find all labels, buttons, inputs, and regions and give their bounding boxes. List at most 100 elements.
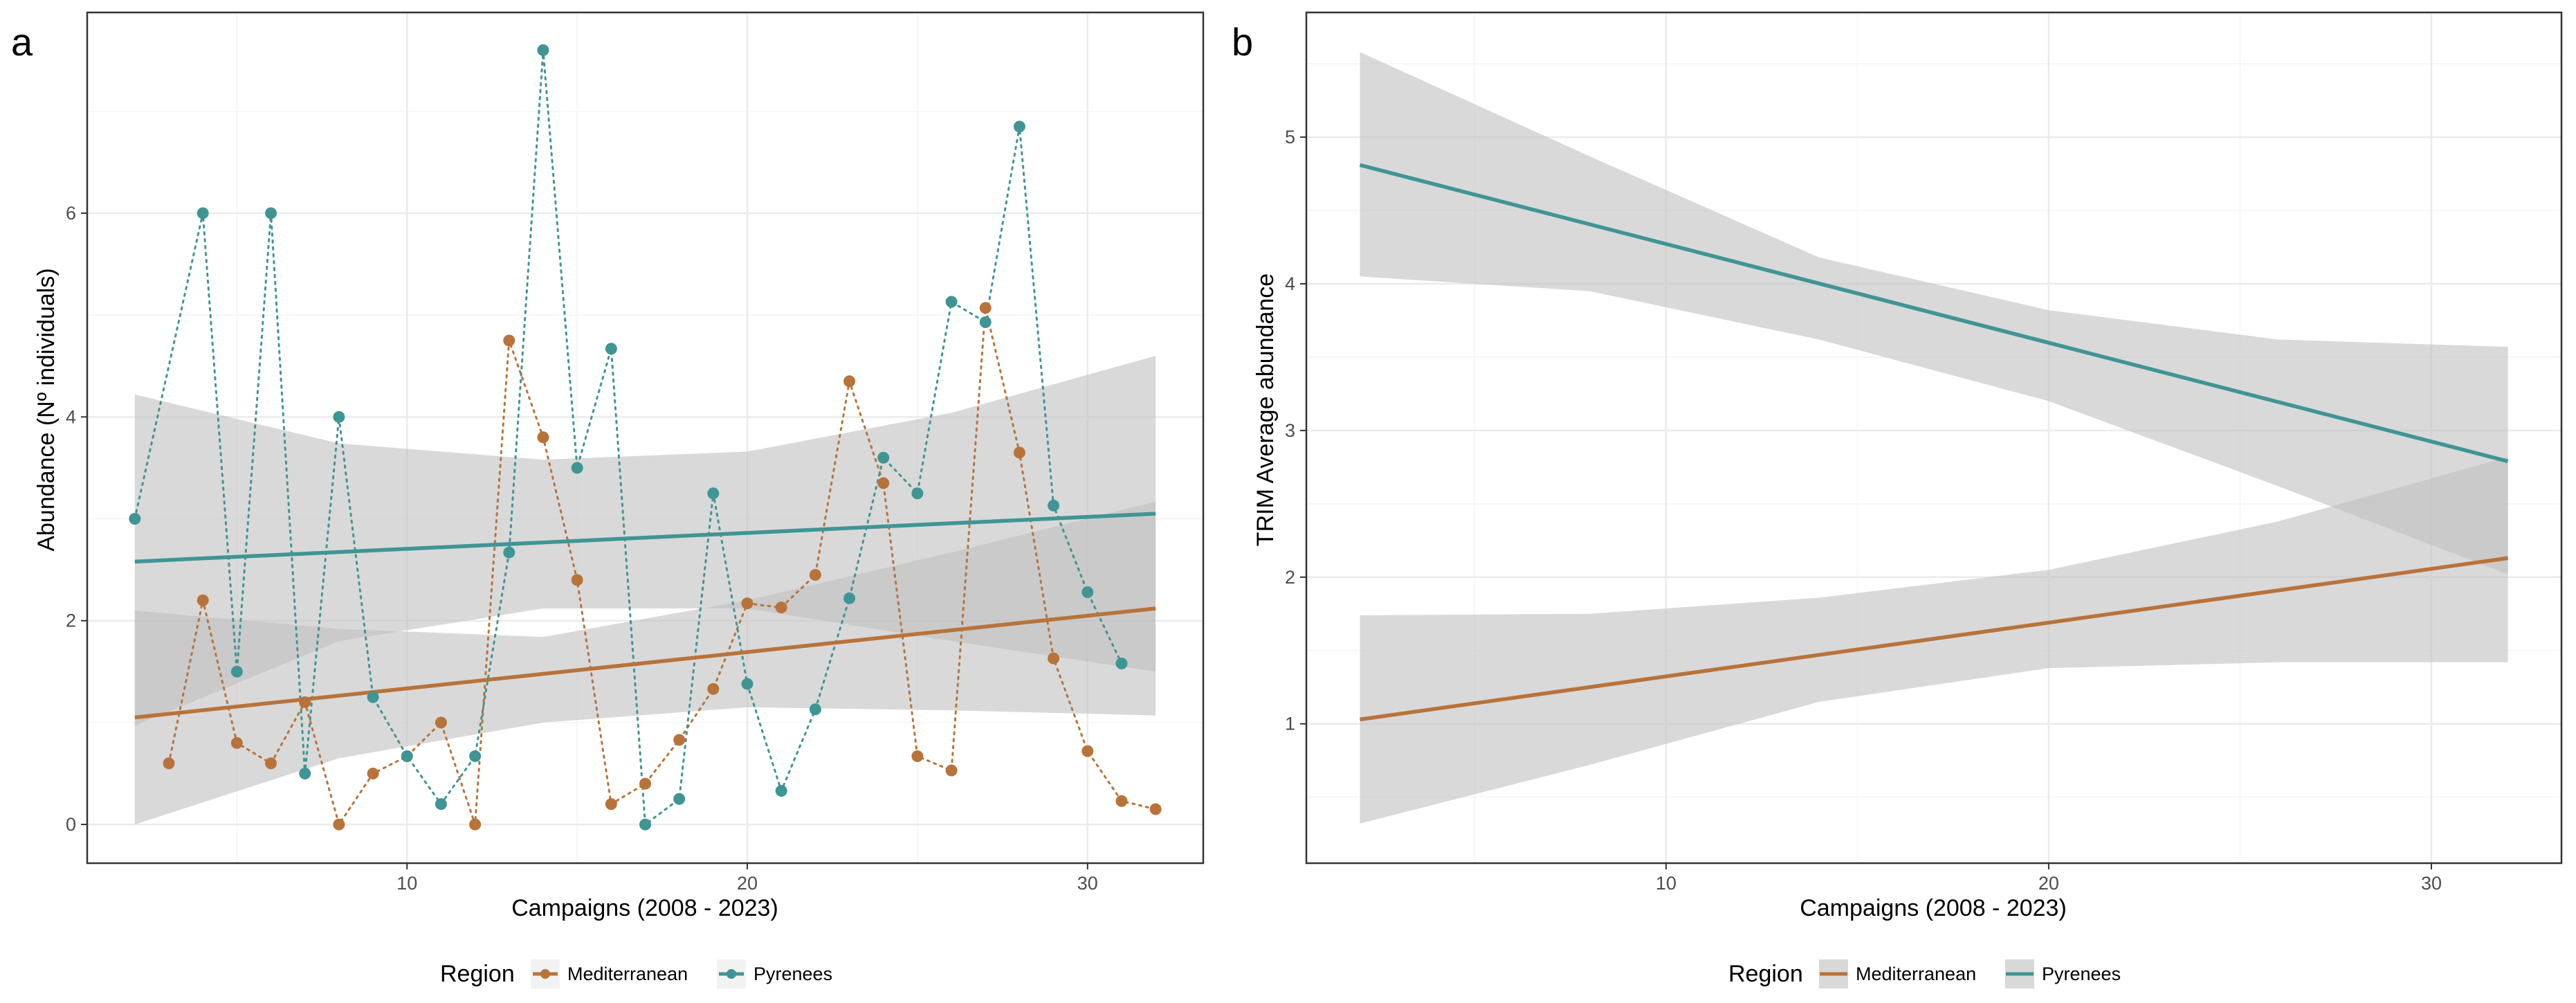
data-point-mediterranean [163,757,175,770]
data-point-pyrenees [401,750,413,762]
panel-b-label: b [1232,20,1253,64]
data-point-pyrenees [911,487,924,500]
data-point-mediterranean [1013,446,1025,459]
data-point-mediterranean [265,757,277,770]
data-point-mediterranean [197,594,209,606]
data-point-pyrenees [945,296,958,308]
legend-label-mediterranean: Mediterranean [567,964,688,984]
series-line-mediterranean [167,307,1157,827]
legend-label-pyrenees: Pyrenees [753,964,832,984]
data-point-mediterranean [911,750,924,762]
data-point-mediterranean [469,818,482,831]
panel-a-y-axis-title: Abundance (Nº individuals) [33,268,60,551]
panel-b-y-axis-title: TRIM Average abundance [1252,273,1279,546]
data-point-mediterranean [333,818,345,831]
data-point-pyrenees [775,784,787,797]
data-point-pyrenees [639,818,651,831]
panel-a-y-tick-label: 4 [66,406,76,427]
data-point-pyrenees [979,316,992,328]
legend-label-mediterranean: Mediterranean [1856,964,1976,984]
data-point-pyrenees [265,207,277,219]
data-point-pyrenees [1115,658,1128,670]
data-point-mediterranean [843,375,856,388]
legend-label-pyrenees: Pyrenees [2042,964,2121,984]
panel-b-x-tick-label: 30 [2421,873,2442,894]
data-point-pyrenees [809,703,821,716]
data-point-mediterranean [775,602,787,614]
data-point-pyrenees [333,410,345,423]
panel-b: b 10 20 30 1 2 3 4 5 Campaigns (2008 - 2023) TR… [1232,11,2563,988]
data-point-mediterranean [1115,795,1128,807]
data-point-pyrenees [367,691,379,703]
data-point-pyrenees [877,451,890,464]
panel-b-x-tick-label: 20 [2038,873,2059,894]
data-point-mediterranean [639,777,651,790]
panel-b-legend-title: Region [1728,961,1803,987]
data-point-mediterranean [1048,652,1060,665]
panel-b-y-tick-label: 4 [1285,273,1295,294]
data-point-mediterranean [741,597,753,610]
panel-a-y-tick-label: 6 [66,203,76,224]
data-point-mediterranean [809,568,821,581]
data-point-mediterranean [299,696,311,708]
panel-a-y-tick-label: 0 [66,814,76,835]
data-point-mediterranean [537,431,549,444]
panel-b-y-tick-label: 3 [1285,420,1295,441]
data-point-pyrenees [673,793,686,805]
data-point-mediterranean [367,767,379,779]
data-point-pyrenees [843,592,856,604]
panel-a-x-tick-label: 20 [737,873,758,894]
panel-a-x-tick-label: 30 [1077,873,1098,894]
data-point-mediterranean [435,716,447,729]
data-point-pyrenees [605,343,617,355]
data-point-pyrenees [503,546,515,559]
panel-a-legend-title: Region [440,961,515,987]
data-point-mediterranean [877,477,890,489]
panel-b-y-tick-label: 5 [1285,127,1295,147]
data-point-pyrenees [299,767,311,779]
data-point-pyrenees [1013,120,1025,133]
legend-key-mediterranean-point [540,969,550,979]
panel-b-panel-border [1305,11,2563,865]
panel-a-y-tick-label: 2 [66,611,76,631]
panel-b-legend: Region Mediterranean Pyrenees [1728,959,2121,988]
data-point-pyrenees [741,678,753,690]
data-point-mediterranean [945,764,958,777]
data-point-mediterranean [707,683,720,695]
panel-a-legend: Region Mediterranean Pyrenees [440,959,832,988]
trend-line-mediterranean [1360,556,2508,722]
panel-a-label: a [11,20,33,64]
data-point-pyrenees [435,798,447,811]
panel-b-y-tick-label: 2 [1285,567,1295,588]
data-point-pyrenees [230,665,243,678]
data-point-mediterranean [503,334,515,347]
trend-line-pyrenees [1359,163,2509,464]
panel-a-x-tick-label: 10 [396,873,417,894]
data-point-pyrenees [469,750,482,762]
panel-a-x-axis-title: Campaigns (2008 - 2023) [511,895,778,921]
panel-b-x-tick-label: 10 [1656,873,1677,894]
data-point-mediterranean [1149,803,1162,815]
data-point-mediterranean [673,734,686,746]
legend-key-pyrenees-point [727,969,736,979]
data-point-pyrenees [197,207,209,219]
data-point-mediterranean [230,737,243,749]
panel-a: a 10 20 30 0 2 4 6 Campaigns (2008 - 2023) Abu… [11,11,1205,988]
data-point-pyrenees [1048,499,1060,512]
data-point-pyrenees [1081,586,1094,598]
data-point-mediterranean [605,798,617,811]
data-point-pyrenees [129,513,141,525]
panel-a-plot-area: 10 20 30 0 2 4 6 [66,11,1205,894]
data-point-pyrenees [707,487,720,500]
panel-a-panel-border [86,11,1205,865]
data-point-pyrenees [571,462,583,474]
data-point-pyrenees [537,44,549,56]
data-point-mediterranean [1081,745,1094,757]
panel-b-y-tick-label: 1 [1285,714,1295,734]
confidence-band-pyrenees [134,356,1156,726]
data-point-mediterranean [571,574,583,586]
trend-line-pyrenees [134,512,1156,564]
panel-b-plot-area: 10 20 30 1 2 3 4 5 [1285,11,2563,894]
data-point-mediterranean [979,302,992,314]
